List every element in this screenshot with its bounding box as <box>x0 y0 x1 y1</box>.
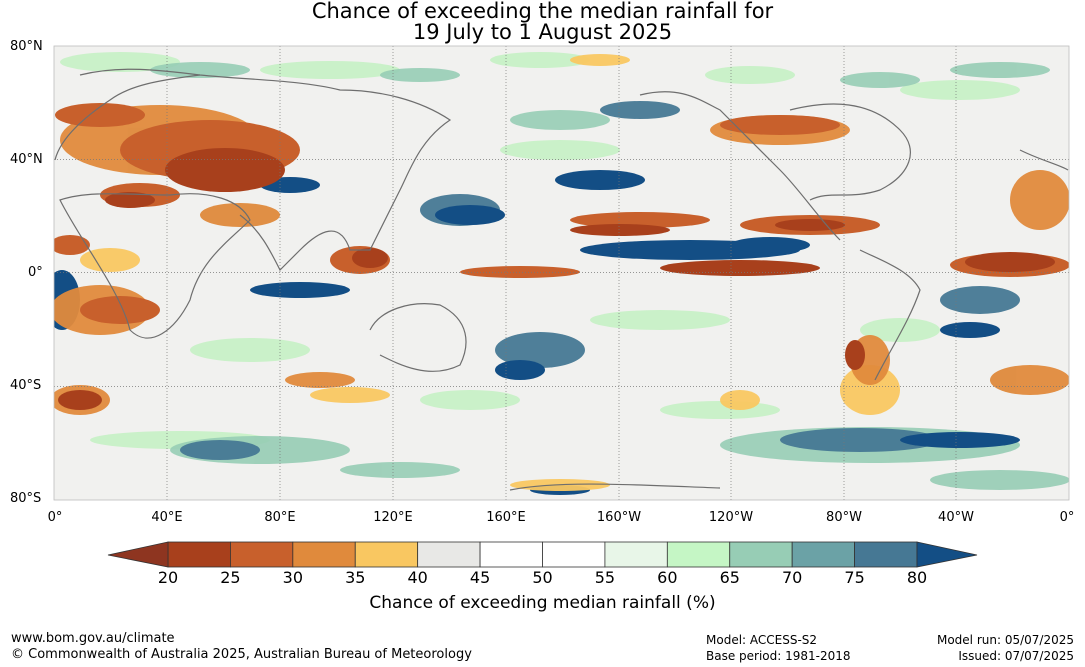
lon-label-160w: 160°W <box>596 510 642 525</box>
rainfall-map <box>53 45 1070 501</box>
lon-label-160e: 160°E <box>486 510 526 525</box>
lat-label-40n: 40°N <box>10 152 43 167</box>
colorbar-tick-label: 70 <box>781 568 803 587</box>
lat-label-40s: 40°S <box>10 378 42 393</box>
colorbar-cell <box>230 541 294 568</box>
colorbar-high-arrow <box>916 541 978 568</box>
colorbar-tick-label: 30 <box>282 568 303 587</box>
colorbar-tick-label: 20 <box>157 568 179 587</box>
colorbar-low-arrow <box>107 541 169 568</box>
lon-label-120w: 120°W <box>708 510 754 525</box>
rainfall-anomaly-layer <box>54 46 1069 500</box>
colorbar-cell <box>854 541 918 568</box>
lon-label-120e: 120°E <box>373 510 413 525</box>
lon-label-40e: 40°E <box>151 510 183 525</box>
lon-label-80w: 80°W <box>826 510 862 525</box>
lon-label-80e: 80°E <box>264 510 296 525</box>
lon-label-0-right: 0° <box>1059 510 1075 525</box>
footer-url[interactable]: www.bom.gov.au/climate <box>11 631 175 646</box>
footer-issued: Issued: 07/07/2025 <box>958 649 1074 663</box>
colorbar-tick-label: 35 <box>345 568 366 587</box>
colorbar-cell <box>417 541 481 568</box>
colorbar <box>107 541 978 568</box>
colorbar-cell <box>604 541 668 568</box>
colorbar-tick-label: 75 <box>844 568 865 587</box>
colorbar-cell <box>729 541 793 568</box>
colorbar-label: Chance of exceeding median rainfall (%) <box>369 593 716 613</box>
colorbar-cell <box>791 541 855 568</box>
colorbar-tick-label: 25 <box>220 568 241 587</box>
colorbar-cell <box>292 541 356 568</box>
map-title-line-1: Chance of exceeding the median rainfall … <box>311 0 774 23</box>
colorbar-tick-label: 45 <box>469 568 491 587</box>
footer-model: Model: ACCESS-S2 <box>706 633 818 647</box>
footer-copyright: © Commonwealth of Australia 2025, Austra… <box>11 647 472 662</box>
lat-label-equator: 0° <box>28 265 43 280</box>
map-title-line-2: 19 July to 1 August 2025 <box>412 20 673 44</box>
lat-label-80n: 80°N <box>10 39 43 54</box>
colorbar-tick-label: 60 <box>657 568 678 587</box>
colorbar-tick-label: 65 <box>719 568 740 587</box>
colorbar-cell <box>354 541 419 568</box>
colorbar-cell <box>542 541 606 568</box>
colorbar-cell <box>479 541 543 568</box>
colorbar-tick-label: 40 <box>407 568 428 587</box>
colorbar-cell <box>666 541 731 568</box>
gridlines <box>54 46 1069 500</box>
coastlines <box>54 68 1069 491</box>
colorbar-cell <box>167 541 231 568</box>
map-frame <box>53 45 1070 501</box>
lon-label-40w: 40°W <box>938 510 974 525</box>
colorbar-tick-label: 55 <box>594 568 616 587</box>
footer-model-run: Model run: 05/07/2025 <box>936 633 1074 647</box>
lon-label-0-left: 0° <box>47 510 63 525</box>
lat-label-80s: 80°S <box>10 491 42 506</box>
footer-base-period: Base period: 1981-2018 <box>706 649 851 663</box>
colorbar-tick-label: 80 <box>906 568 928 587</box>
colorbar-tick-label: 50 <box>532 568 553 587</box>
